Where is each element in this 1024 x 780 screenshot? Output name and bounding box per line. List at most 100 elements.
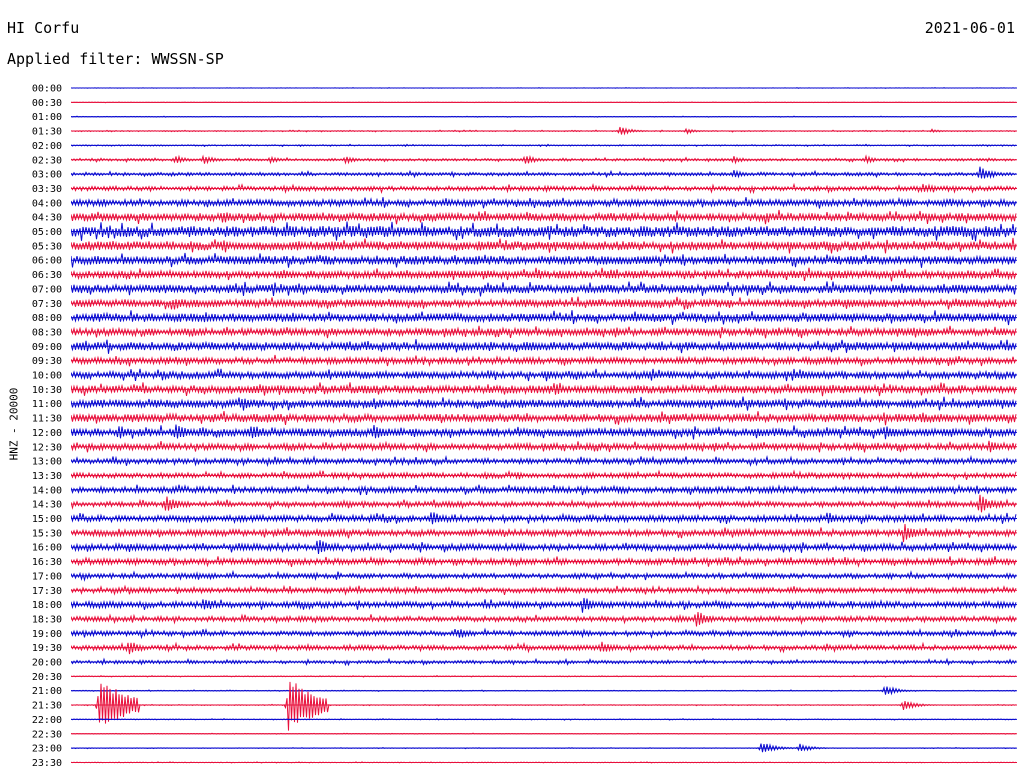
time-tick-label: 07:00	[32, 284, 62, 295]
seismic-trace-2100	[71, 685, 1017, 696]
seismic-trace-1330	[71, 469, 1017, 481]
time-tick-label: 00:00	[32, 84, 62, 95]
seismic-trace-0630	[71, 267, 1017, 282]
time-tick-label: 14:30	[32, 500, 62, 511]
time-tick-label: 07:30	[32, 299, 62, 310]
seismic-trace-0830	[71, 325, 1017, 339]
seismic-trace-1630	[71, 555, 1017, 568]
time-tick-label: 16:00	[32, 543, 62, 554]
seismic-trace-0800	[71, 310, 1017, 326]
time-tick-label: 16:30	[32, 557, 62, 568]
seismic-trace-1600	[71, 539, 1017, 555]
time-tick-label: 19:30	[32, 643, 62, 654]
seismic-trace-1800	[71, 597, 1017, 613]
seismic-trace-1730	[71, 584, 1017, 596]
seismic-trace-0400	[71, 196, 1017, 209]
filter-label: Applied filter: WWSSN-SP	[7, 50, 224, 68]
seismic-trace-2000	[71, 657, 1017, 667]
time-tick-label: 02:30	[32, 155, 62, 166]
seismic-trace-1100	[71, 396, 1017, 411]
time-tick-label: 08:00	[32, 313, 62, 324]
seismic-trace-0500	[71, 221, 1017, 242]
time-tick-label: 09:00	[32, 342, 62, 353]
time-tick-label: 13:30	[32, 471, 62, 482]
seismic-trace-1030	[71, 382, 1017, 397]
time-tick-label: 11:30	[32, 414, 62, 425]
seismic-trace-0530	[71, 237, 1017, 254]
time-tick-label: 06:30	[32, 270, 62, 281]
seismic-trace-1530	[71, 523, 1017, 543]
time-tick-label: 23:30	[32, 758, 62, 769]
seismic-trace-0330	[71, 182, 1017, 195]
time-tick-label: 18:30	[32, 614, 62, 625]
time-tick-label: 21:00	[32, 686, 62, 697]
time-tick-label: 19:00	[32, 629, 62, 640]
time-tick-label: 04:00	[32, 198, 62, 209]
seismic-trace-0930	[71, 354, 1017, 367]
seismic-trace-0230	[71, 154, 1017, 165]
time-tick-label: 20:30	[32, 672, 62, 683]
time-tick-label: 15:30	[32, 528, 62, 539]
time-tick-label: 06:00	[32, 256, 62, 267]
seismic-trace-1000	[71, 368, 1017, 382]
time-tick-label: 09:30	[32, 356, 62, 367]
seismic-trace-1300	[71, 454, 1017, 468]
seismic-trace-1400	[71, 483, 1017, 496]
time-tick-label: 01:30	[32, 127, 62, 138]
time-tick-label: 01:00	[32, 112, 62, 123]
time-tick-label: 22:30	[32, 729, 62, 740]
time-tick-label: 23:00	[32, 744, 62, 755]
time-tick-label: 08:30	[32, 327, 62, 338]
seismic-trace-0900	[71, 339, 1017, 354]
seismic-trace-1930	[71, 641, 1017, 655]
seismic-trace-2300	[71, 743, 1017, 753]
time-tick-label: 05:30	[32, 241, 62, 252]
seismic-trace-1430	[71, 494, 1017, 513]
seismic-trace-1700	[71, 569, 1017, 582]
seismic-trace-2330	[71, 761, 1017, 764]
seismic-trace-2230	[71, 732, 1017, 735]
time-tick-label: 00:30	[32, 98, 62, 109]
time-tick-label: 05:00	[32, 227, 62, 238]
seismic-trace-0030	[71, 101, 1017, 104]
seismic-trace-2200	[71, 718, 1017, 721]
seismic-trace-0130	[71, 126, 1017, 136]
seismic-trace-1130	[71, 410, 1017, 426]
time-tick-label: 12:00	[32, 428, 62, 439]
seismic-trace-1200	[71, 424, 1017, 440]
time-tick-label: 17:00	[32, 571, 62, 582]
seismic-trace-0430	[71, 209, 1017, 225]
seismic-trace-2030	[71, 675, 1017, 678]
time-tick-label: 13:00	[32, 457, 62, 468]
time-tick-label: 11:00	[32, 399, 62, 410]
time-tick-label: 15:00	[32, 514, 62, 525]
time-tick-label: 14:00	[32, 485, 62, 496]
seismic-trace-0300	[71, 166, 1017, 180]
seismic-trace-1500	[71, 512, 1017, 525]
seismic-trace-0000	[71, 87, 1017, 89]
time-tick-label: 20:00	[32, 658, 62, 669]
seismic-trace-1230	[71, 440, 1017, 453]
seismic-trace-1900	[71, 627, 1017, 640]
time-tick-label: 22:00	[32, 715, 62, 726]
time-tick-label: 02:00	[32, 141, 62, 152]
seismic-trace-0100	[71, 115, 1017, 118]
seismic-trace-0700	[71, 281, 1017, 297]
time-tick-label: 17:30	[32, 586, 62, 597]
time-tick-label: 10:30	[32, 385, 62, 396]
time-tick-label: 03:00	[32, 170, 62, 181]
seismic-trace-2130	[71, 681, 1017, 731]
time-tick-label: 18:00	[32, 600, 62, 611]
seismic-trace-0600	[71, 252, 1017, 268]
seismic-trace-1830	[71, 612, 1017, 627]
time-tick-label: 21:30	[32, 701, 62, 712]
time-tick-label: 03:30	[32, 184, 62, 195]
time-tick-label: 10:00	[32, 371, 62, 382]
station-title: HI Corfu	[7, 19, 80, 37]
seismic-trace-0730	[71, 296, 1017, 310]
time-tick-label: 12:30	[32, 442, 62, 453]
seismic-trace-0200	[71, 143, 1017, 148]
time-tick-label: 04:30	[32, 213, 62, 224]
date-label: 2021-06-01	[924, 19, 1015, 37]
